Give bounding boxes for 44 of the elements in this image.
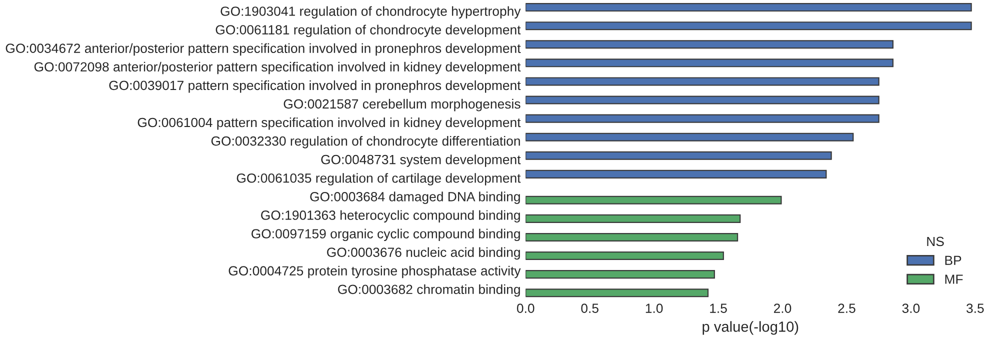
y-tick-label: GO:0061004 pattern specification involved in kidney development (138, 117, 521, 130)
x-tick-label: 0.0 (516, 304, 534, 313)
y-tick-label: GO:0032330 regulation of chondrocyte differentiation (211, 136, 520, 148)
x-tick-label: 2.5 (838, 304, 856, 313)
x-tick-label: 3.0 (902, 304, 920, 313)
x-tick-label: 3.5 (966, 304, 984, 313)
bar (526, 252, 724, 260)
legend-label: MF (945, 274, 963, 284)
x-axis-title: p value(-log10) (702, 321, 798, 335)
y-tick-label: GO:0048731 system development (321, 154, 521, 167)
y-tick-label: GO:0097159 organic cyclic compound binding (252, 228, 520, 242)
y-tick-label: GO:0003676 nucleic acid binding (327, 247, 520, 260)
bar (526, 151, 832, 160)
y-tick-label: GO:1901363 heterocyclic compound binding (261, 210, 520, 222)
y-tick-label: GO:0021587 cerebellum morphogenesis (284, 98, 520, 112)
bar (526, 96, 880, 104)
bar (526, 196, 782, 204)
y-tick-label: GO:0003682 chromatin binding (338, 284, 520, 297)
x-tick-label: 1.0 (646, 304, 663, 313)
y-tick-label: GO:1903041 regulation of chondrocyte hypertrophy (220, 6, 521, 19)
y-tick-label: GO:0003684 damaged DNA binding (310, 192, 520, 204)
y-tick-label: GO:0061181 regulation of chondrocyte development (216, 24, 521, 38)
bar (526, 170, 827, 178)
bar (526, 58, 894, 68)
bar (526, 288, 709, 298)
y-tick-label: GO:0039017 pattern specification involved in pronephros development (109, 80, 521, 93)
bar (526, 3, 972, 12)
bar (526, 22, 972, 30)
bar (526, 77, 880, 86)
bar (526, 40, 894, 49)
y-tick-label: GO:0072098 anterior/posterior pattern specification involved in kidney development (34, 62, 521, 74)
legend-title: NS (927, 236, 944, 246)
bar (526, 114, 880, 123)
x-tick-label: 0.5 (581, 304, 598, 313)
x-tick-label: 2.0 (774, 304, 792, 313)
bar (526, 232, 738, 242)
legend-label: BP (945, 256, 962, 265)
bar (526, 132, 854, 142)
y-tick-label: GO:0034672 anterior/posterior pattern specification involved in pronephros development (6, 43, 521, 56)
bar (526, 214, 741, 223)
x-tick-label: 1.5 (710, 304, 727, 313)
y-tick-label: GO:0061035 regulation of cartilage development (236, 173, 521, 186)
y-tick-label: GO:0004725 protein tyrosine phosphatase activity (228, 266, 521, 278)
bar (526, 270, 715, 279)
